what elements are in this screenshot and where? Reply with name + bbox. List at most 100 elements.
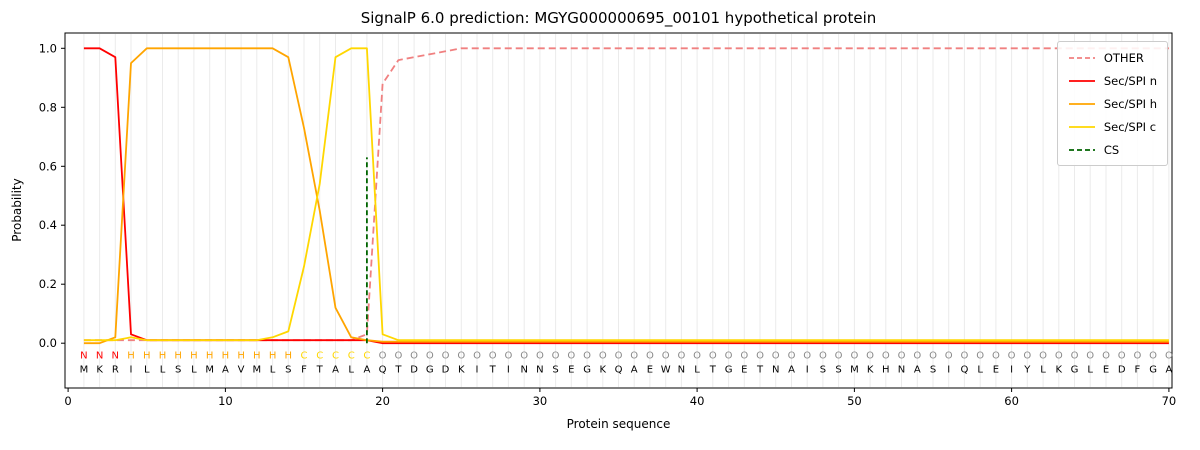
sequence-letter: H [882, 365, 890, 376]
sequence-letter: A [631, 365, 638, 376]
sequence-letter: L [144, 365, 150, 376]
sequence-letter: Y [1023, 365, 1031, 376]
sequence-letter: M [80, 365, 89, 376]
sequence-letter: I [806, 365, 809, 376]
y-tick-label: 0.2 [39, 277, 57, 291]
sequence-letter: M [252, 365, 261, 376]
sequence-letter: I [130, 365, 133, 376]
sequence-letter: T [316, 365, 324, 376]
sequence-letter: Q [960, 365, 968, 376]
region-label: O [740, 351, 748, 362]
x-tick-label: 10 [218, 394, 233, 408]
region-label: O [1086, 351, 1094, 362]
series-line [83, 47, 1169, 345]
region-label: O [457, 351, 465, 362]
sequence-letter: D [410, 365, 418, 376]
sequence-letter: K [96, 365, 103, 376]
region-label: H [174, 351, 182, 362]
region-label: O [913, 351, 921, 362]
region-label: H [127, 351, 135, 362]
legend-item: Sec/SPI h [1068, 95, 1157, 112]
region-label: N [96, 351, 103, 362]
region-label: C [316, 351, 323, 362]
region-label: O [677, 351, 685, 362]
sequence-letter: A [222, 365, 229, 376]
region-label: O [520, 351, 528, 362]
region-label: H [269, 351, 277, 362]
sequence-letter: E [993, 365, 999, 376]
sequence-letter: E [568, 365, 574, 376]
region-label: O [583, 351, 591, 362]
region-label: O [850, 351, 858, 362]
x-tick-label: 70 [1162, 394, 1177, 408]
sequence-letter: Q [379, 365, 387, 376]
sequence-letter: F [301, 365, 307, 376]
region-label: O [819, 351, 827, 362]
x-tick-label: 40 [690, 394, 705, 408]
x-axis-label: Protein sequence [566, 417, 671, 431]
region-label: O [929, 351, 937, 362]
sequence-letter: Q [615, 365, 623, 376]
region-label: H [143, 351, 151, 362]
sequence-letter: I [507, 365, 510, 376]
region-label: C [348, 351, 355, 362]
legend-item: OTHER [1068, 49, 1157, 66]
region-label: O [709, 351, 717, 362]
legend-line-sample [1068, 125, 1095, 128]
sequence-letter: L [270, 365, 276, 376]
sequence-letter: N [772, 365, 779, 376]
sequence-letter: S [285, 365, 291, 376]
legend-item-label: OTHER [1103, 50, 1144, 65]
region-label: O [567, 351, 575, 362]
region-label: O [898, 351, 906, 362]
sequence-letter: N [678, 365, 685, 376]
sequence-letter: G [1071, 365, 1079, 376]
sequence-letter: A [363, 365, 370, 376]
sequence-letter: L [1040, 365, 1046, 376]
region-label: O [1118, 351, 1126, 362]
region-label: O [1023, 351, 1031, 362]
sequence-letter: I [476, 365, 479, 376]
sequence-letter: S [820, 365, 826, 376]
region-label: O [725, 351, 733, 362]
x-tick-label: 20 [375, 394, 390, 408]
sequence-letter: A [1165, 365, 1172, 376]
sequence-letter: L [191, 365, 197, 376]
y-axis-label: Probability [10, 178, 24, 242]
y-tick-label: 0.4 [39, 218, 57, 232]
sequence-letter: A [332, 365, 339, 376]
region-label: O [788, 351, 796, 362]
sequence-letter: L [160, 365, 166, 376]
sequence-letter: G [583, 365, 591, 376]
region-label: C [363, 351, 370, 362]
region-label: O [992, 351, 1000, 362]
sequence-letter: M [850, 365, 859, 376]
legend-line-sample [1068, 102, 1095, 105]
region-label: O [882, 351, 890, 362]
legend-item-label: CS [1103, 142, 1120, 157]
sequence-letter: W [661, 365, 671, 376]
region-label: O [1149, 351, 1157, 362]
region-label: O [442, 351, 450, 362]
region-label: H [285, 351, 293, 362]
region-label: O [803, 351, 811, 362]
region-label: H [190, 351, 198, 362]
sequence-letter: K [600, 365, 607, 376]
region-label: O [772, 351, 780, 362]
sequence-letter: S [175, 365, 181, 376]
region-label: O [1008, 351, 1016, 362]
legend: OTHER Sec/SPI n Sec/SPI h Sec/SPI c CS [1056, 41, 1168, 166]
region-label: O [394, 351, 402, 362]
y-tick-label: 1.0 [39, 41, 57, 55]
region-label: O [473, 351, 481, 362]
sequence-letter: L [1087, 365, 1093, 376]
region-label: O [1102, 351, 1110, 362]
sequence-letter: V [238, 365, 245, 376]
sequence-letter: E [1103, 365, 1109, 376]
region-label: H [253, 351, 261, 362]
sequence-letter: T [394, 365, 402, 376]
sequence-letter: K [867, 365, 874, 376]
series-line [83, 47, 1169, 345]
sequence-letter: D [442, 365, 450, 376]
